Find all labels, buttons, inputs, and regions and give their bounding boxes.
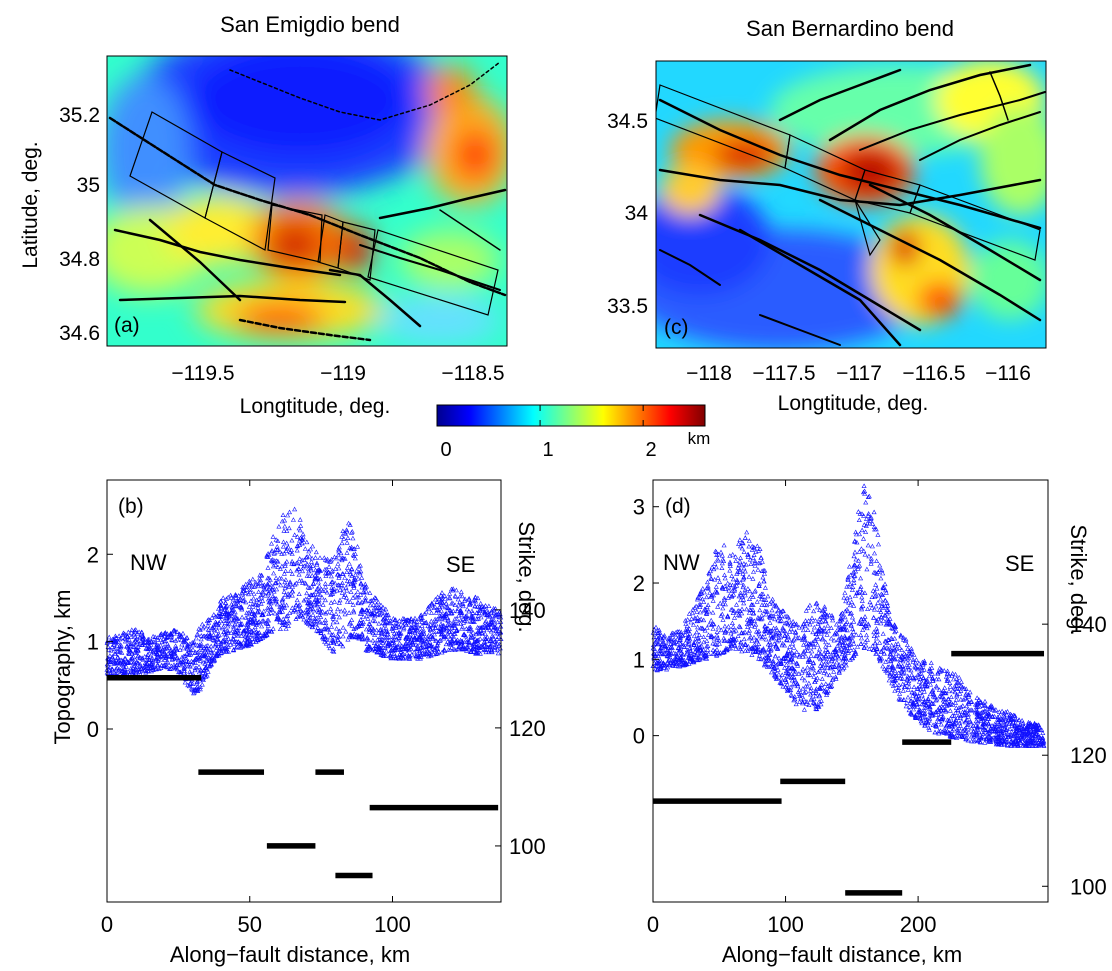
x-tick-label: 200: [900, 912, 937, 937]
panel-d-annot-nw: NW: [663, 550, 700, 575]
y-tick-label: 3: [633, 495, 645, 520]
y-tick-label: 2: [87, 542, 99, 567]
panel-c-xtick-2: −117.5: [752, 362, 815, 385]
x-tick-label: 100: [374, 912, 411, 937]
panel-c-xtick-5: −116: [985, 362, 1031, 385]
panel-a-ylabel: Latitude, deg.: [19, 141, 42, 268]
panel-c-topography: [656, 61, 1046, 348]
panel-b-marks: 0 50 100 0 1 2 100 120 140: [87, 480, 546, 937]
x-tick-label: 0: [101, 912, 113, 937]
panel-a-label: (a): [114, 314, 140, 337]
panel-d-label: (d): [665, 495, 691, 518]
panel-b-y2label: Strike, deg.: [514, 521, 539, 632]
panel-c-ytick-2: 34: [625, 202, 649, 225]
panel-b-plot: 0 50 100 0 1 2 100 120 140 (b) NW SE Along−fault…: [50, 479, 546, 967]
panel-a-map: (a) San Emigdio bend Longtitude, deg. La…: [19, 12, 508, 418]
panel-b-annot-se: SE: [446, 552, 475, 577]
y-tick-label: 2: [633, 571, 645, 596]
panel-d-annot-se: SE: [1005, 551, 1034, 576]
y2-tick-label: 100: [509, 834, 546, 859]
panel-a-title: San Emigdio bend: [220, 12, 400, 37]
panel-a-ytick-2: 35: [77, 174, 100, 197]
panel-d-plot: 0 100 200 0 1 2 3 100 120 140 (d) NW SE Along−fau…: [633, 479, 1107, 967]
panel-b-label: (b): [118, 495, 144, 518]
x-tick-label: 0: [647, 912, 659, 937]
y2-tick-label: 120: [1070, 743, 1107, 768]
y-tick-label: 1: [633, 647, 645, 672]
y2-tick-label: 140: [509, 598, 546, 623]
panel-d-xlabel: Along−fault distance, km: [722, 942, 962, 967]
x-tick-label: 50: [238, 912, 262, 937]
panel-c-label: (c): [664, 316, 689, 339]
panel-b-annot-nw: NW: [130, 550, 167, 575]
y2-tick-label: 140: [1070, 612, 1107, 637]
panel-d-marks: 0 100 200 0 1 2 3 100 120 140: [633, 480, 1107, 937]
panel-a-xtick-1: −119.5: [171, 362, 234, 385]
panel-a-ytick-3: 34.8: [59, 248, 100, 271]
panel-c-title: San Bernardino bend: [746, 16, 954, 41]
colorbar: 0 1 2 km: [436, 404, 711, 461]
panel-c-xtick-1: −118: [686, 362, 732, 385]
panel-a-xtick-2: −119: [320, 362, 366, 385]
colorbar-tick-2: 2: [645, 439, 656, 461]
panel-c-ytick-3: 33.5: [607, 295, 648, 318]
colorbar-unit: km: [688, 429, 711, 448]
panel-a-ytick-1: 35.2: [59, 104, 100, 127]
topography-markers: [104, 506, 504, 696]
panel-c-xlabel: Longtitude, deg.: [778, 392, 929, 415]
colorbar-gradient: [436, 404, 706, 427]
panel-d-y2label: Strike, deg.: [1066, 524, 1091, 635]
panel-a-xtick-3: −118.5: [441, 362, 504, 385]
panel-a-ytick-4: 34.6: [59, 322, 100, 345]
y2-tick-label: 120: [509, 716, 546, 741]
y-tick-label: 1: [87, 630, 99, 655]
panel-c-xtick-3: −117: [836, 362, 882, 385]
topography-markers: [650, 483, 1047, 748]
panel-b-xlabel: Along−fault distance, km: [170, 942, 410, 967]
panel-c-map: (c) San Bernardino bend Longtitude, deg.…: [607, 16, 1047, 415]
panel-a-xlabel: Longtitude, deg.: [240, 395, 391, 418]
panel-c-ytick-1: 34.5: [607, 110, 648, 133]
y-tick-label: 0: [87, 717, 99, 742]
y2-tick-label: 100: [1070, 874, 1107, 899]
panel-c-xtick-4: −116.5: [902, 362, 965, 385]
colorbar-ticks: [436, 405, 644, 426]
panel-b-ylabel: Topography, km: [50, 590, 75, 745]
colorbar-tick-1: 1: [542, 439, 553, 461]
x-tick-label: 100: [767, 912, 804, 937]
colorbar-tick-0: 0: [440, 439, 451, 461]
y-tick-label: 0: [633, 724, 645, 749]
panel-a-topography: [107, 56, 507, 346]
